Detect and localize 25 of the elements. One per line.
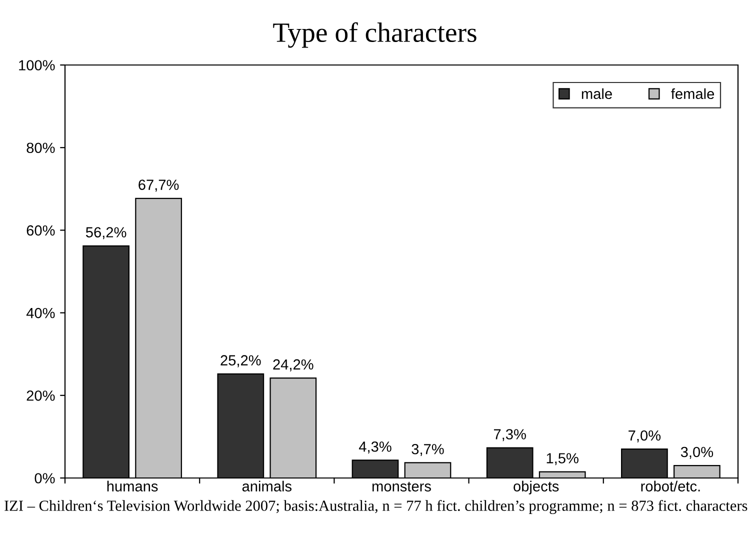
text: IZI – Children‘s Television Worldwide 2007; basis:Australia, n = 77 h fict. children’s programme; n = 873 fict. characters [4,500,748,514]
x-tick-label: objects [514,480,559,494]
x-tick-label: monsters [372,482,431,492]
data-label: 25,2% [220,355,261,368]
chart-title: Type of characters [273,22,476,48]
x-tick-label: animals [242,480,292,492]
data-label: 24,2% [273,359,314,372]
data-label: 7,3% [494,429,526,442]
y-tick-label: 0% [34,473,55,484]
x-tick-label: robot/etc. [641,480,700,492]
legend-label: male [582,88,612,100]
y-tick-label: 20% [26,390,55,401]
y-tick-label: 80% [26,142,55,154]
legend-label: female [671,88,714,100]
data-label: 67,7% [138,180,179,192]
data-label: 3,0% [680,446,714,459]
y-tick-label: 100% [19,60,55,70]
data-label: 56,2% [86,227,126,240]
y-tick-label: 40% [26,308,55,318]
data-label: 4,3% [358,441,392,454]
x-tick-label: humans [107,480,158,492]
data-label: 3,7% [412,444,444,456]
data-label: 1,5% [546,453,578,466]
y-tick-label: 60% [26,225,55,236]
data-label: 7,0% [628,430,661,442]
